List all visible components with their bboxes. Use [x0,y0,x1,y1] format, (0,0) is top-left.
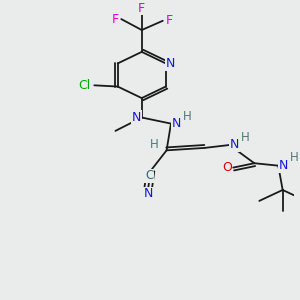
Text: H: H [290,152,299,164]
Text: H: H [241,131,250,144]
Text: F: F [111,13,118,26]
Text: N: N [132,111,141,124]
Text: F: F [166,14,173,27]
Text: C: C [145,169,153,182]
Text: F: F [138,2,145,15]
Text: O: O [222,161,232,174]
Text: Cl: Cl [78,79,90,92]
Text: N: N [230,139,239,152]
Text: N: N [166,57,175,70]
Text: H: H [150,138,159,151]
Text: H: H [183,110,191,123]
Text: N: N [172,117,181,130]
Text: N: N [279,159,288,172]
Text: N: N [143,187,153,200]
